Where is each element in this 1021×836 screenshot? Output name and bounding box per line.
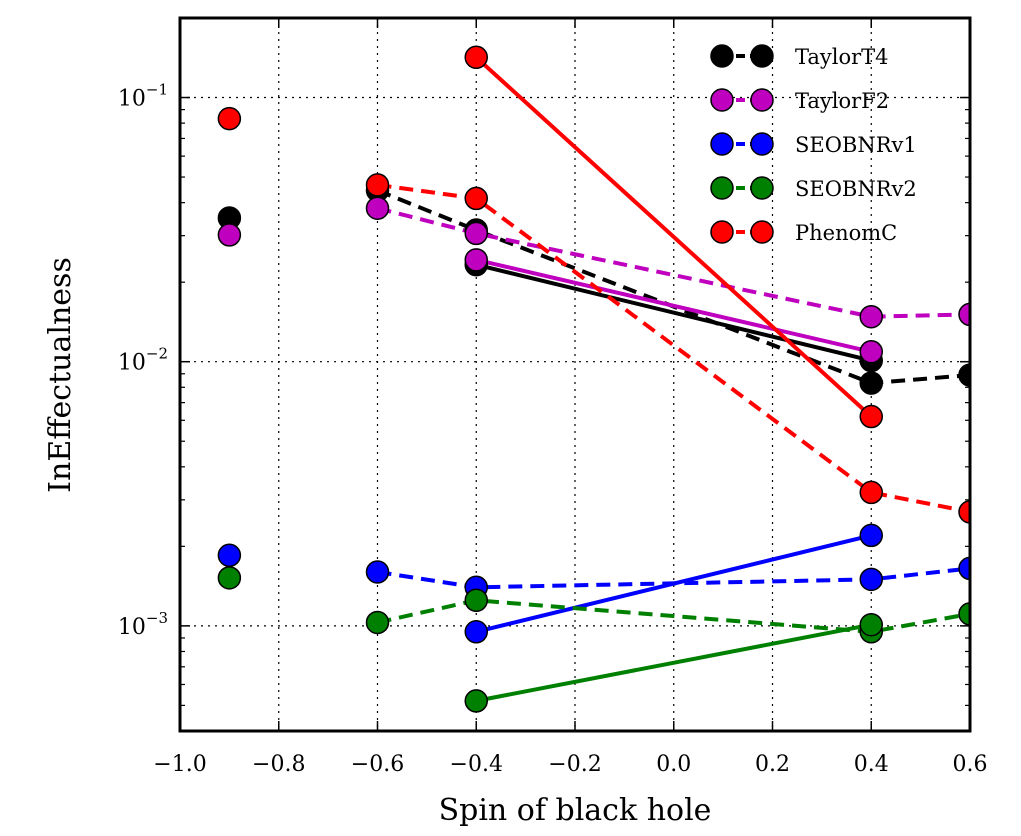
data-point-phenomc [464,45,488,70]
legend-marker-seobnrv1 [750,132,774,156]
legend-marker-taylort4 [710,44,734,68]
data-point-taylort4 [958,363,970,387]
data-point-phenomc [217,106,242,131]
data-point-seobnrv1 [958,556,970,581]
series-solid-line-seobnrv2 [475,622,872,703]
data-point-seobnrv2 [217,566,242,590]
data-point-seobnrv1 [217,543,242,568]
y-axis-label: InEffectualness [43,257,78,493]
x-axis-label: Spin of black hole [439,793,712,828]
data-point-phenomc [958,500,970,524]
data-point-taylorf2 [859,304,883,329]
y-tick-label: 10−2 [118,345,168,376]
legend-marker-seobnrv2 [750,176,774,200]
x-tick-label: −1.0 [153,752,206,777]
series-dashed-line-phenomc [377,182,970,514]
legend-label-phenomc: PhenomC [795,221,897,245]
data-point-seobnrv2 [464,689,488,713]
axis-ticks: −1.0 −0.8 −0.6 −0.4 −0.2 0.0 0.2 0.4 0.6 10−1 10−2… [118,17,988,777]
legend-marker-phenomc [750,220,774,244]
data-point-taylorf2 [365,196,390,220]
data-point-phenomc [464,186,488,211]
x-tick-label: −0.8 [252,752,305,777]
data-point-phenomc [859,404,883,429]
legend-marker-taylorf2 [710,88,734,112]
plot-area [217,45,970,713]
series-dashed-line-seobnrv2 [377,598,970,634]
y-tick-label: 10−3 [118,609,168,640]
data-point-taylorf2 [958,302,970,327]
legend: TaylorT4 TaylorF2 SEOBNRv1 SEOBNRv2 PhenomC [710,44,917,245]
y-tick-label: 10−1 [118,81,168,112]
data-point-seobnrv1 [859,567,883,592]
legend-label-seobnrv2: SEOBNRv2 [795,177,917,201]
data-point-taylorf2 [859,340,883,364]
data-point-seobnrv1 [464,620,488,644]
legend-marker-taylort4 [750,44,774,68]
data-point-seobnrv1 [859,523,883,548]
x-tick-label: −0.2 [548,752,601,777]
series-solid-line-phenomc [474,55,873,418]
x-tick-label: 0.6 [953,752,988,777]
data-point-seobnrv2 [365,610,390,635]
data-point-seobnrv2 [859,612,883,637]
data-point-seobnrv2 [958,602,970,626]
series-dashed-line-taylorf2 [377,206,970,319]
legend-label-taylort4: TaylorT4 [795,45,889,69]
legend-marker-seobnrv2 [710,176,734,200]
legend-label-seobnrv1: SEOBNRv1 [795,133,917,157]
series-solid-line-seobnrv1 [475,533,872,634]
series-solid-line-taylorf2 [475,257,872,354]
data-point-taylort4 [859,371,883,395]
legend-marker-taylorf2 [750,88,774,112]
x-tick-label: 0.4 [854,752,889,777]
series-solid-line-taylort4 [475,262,872,363]
grid [180,18,970,731]
legend-marker-phenomc [710,220,734,244]
data-point-seobnrv2 [464,588,488,613]
x-tick-label: 0.2 [755,752,790,777]
x-tick-label: −0.4 [450,752,503,777]
data-point-seobnrv1 [365,560,390,584]
data-point-taylorf2 [464,221,488,246]
data-point-phenomc [859,480,883,505]
legend-marker-seobnrv1 [710,132,734,156]
x-tick-label: −0.6 [351,752,404,777]
data-point-taylorf2 [217,223,242,247]
data-point-phenomc [365,173,390,197]
legend-label-taylorf2: TaylorF2 [795,89,889,113]
x-tick-label: 0.0 [656,752,691,777]
data-point-taylorf2 [464,248,488,272]
